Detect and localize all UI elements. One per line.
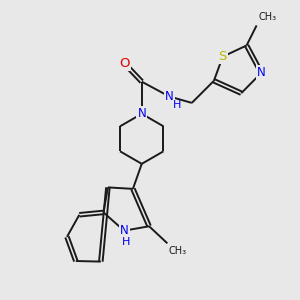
Text: O: O — [119, 57, 129, 70]
Text: H: H — [173, 100, 182, 110]
Text: H: H — [122, 237, 130, 247]
Text: N: N — [137, 107, 146, 120]
Text: CH₃: CH₃ — [169, 246, 187, 256]
Text: N: N — [120, 224, 128, 237]
Text: N: N — [165, 90, 173, 103]
Text: N: N — [257, 66, 266, 80]
Text: S: S — [218, 50, 227, 63]
Text: CH₃: CH₃ — [258, 12, 276, 22]
